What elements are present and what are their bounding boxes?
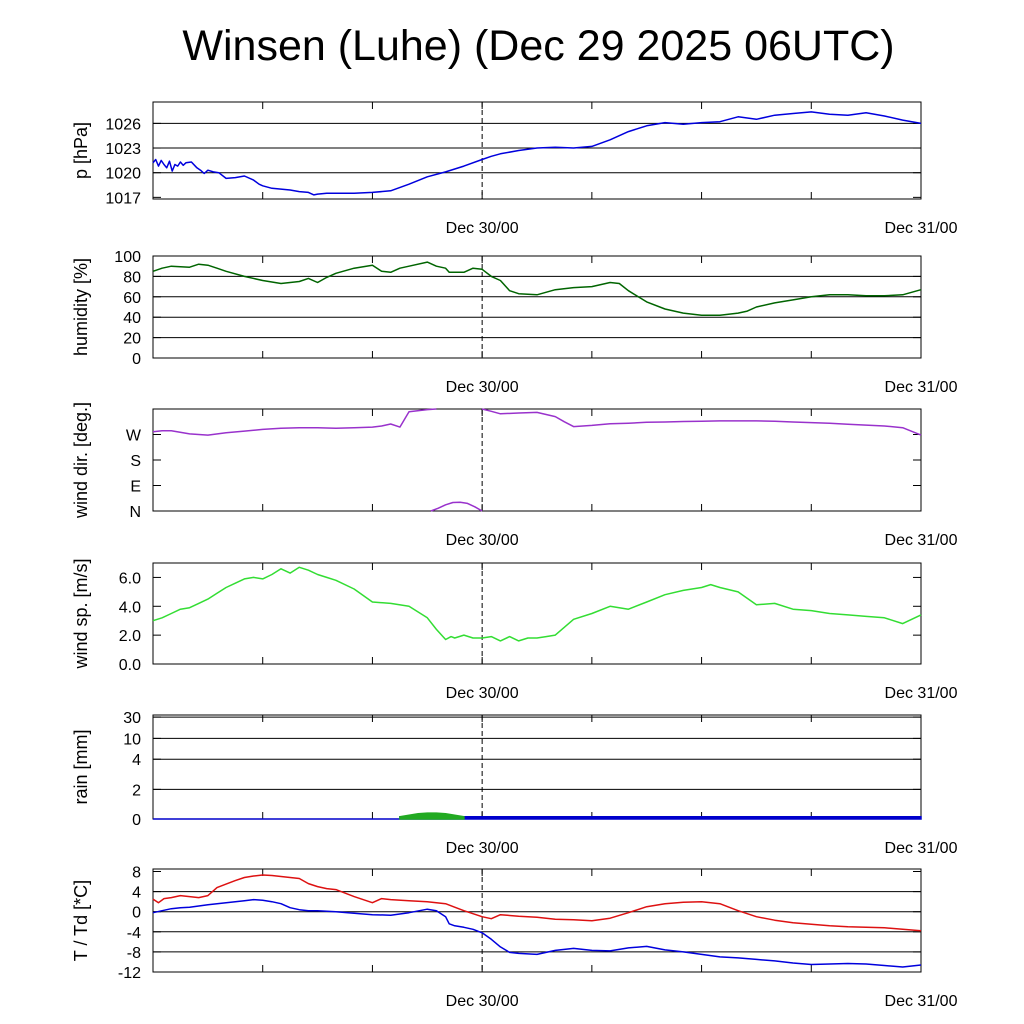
wind_direction-series-2 [481, 408, 922, 436]
pressure-xtick-label: Dec 30/00 [446, 220, 519, 237]
temperature-ytick-label: 8 [132, 865, 141, 882]
rain-ytick-label: 4 [132, 752, 141, 769]
wind_direction-xtick-label: Dec 31/00 [885, 532, 958, 549]
rain-ytick-label: 30 [123, 710, 141, 727]
wind_speed-ytick-label: 0.0 [119, 657, 141, 674]
humidity-xtick-label: Dec 30/00 [446, 379, 519, 396]
pressure-ytick-label: 1017 [105, 190, 141, 207]
temperature-series-1 [152, 898, 922, 968]
wind_speed-series-0 [152, 566, 922, 642]
pressure-series-0 [152, 111, 922, 196]
wind_direction-plot-frame [152, 408, 922, 512]
temperature-series-0 [152, 874, 922, 932]
temperature-ytick-label: -8 [127, 945, 141, 962]
wind_direction-xtick-label: Dec 30/00 [446, 532, 519, 549]
rain-series-1 [399, 812, 465, 820]
wind_speed-ytick-label: 4.0 [119, 599, 141, 616]
humidity-ytick-label: 0 [132, 351, 141, 368]
humidity-xtick-label: Dec 31/00 [885, 379, 958, 396]
pressure-xtick-label: Dec 31/00 [885, 220, 958, 237]
rain-xtick-label: Dec 31/00 [885, 840, 958, 857]
pressure-plot-frame [152, 101, 922, 200]
wind_speed-xtick-label: Dec 30/00 [446, 685, 519, 702]
temperature-ytick-label: 4 [132, 885, 141, 902]
wind_direction-ytick-label: N [129, 504, 141, 521]
temperature-panel: -12 -8 -4 0 4 8 T / Td [*C] Dec 30/00 Dec 31/00 [71, 865, 958, 1010]
pressure-ytick-label: 1026 [105, 116, 141, 133]
wind_speed-ytick-label: 2.0 [119, 628, 141, 645]
wind_speed-xtick-label: Dec 31/00 [885, 685, 958, 702]
pressure-ylabel: p [hPa] [71, 122, 91, 179]
wind_direction-ylabel: wind dir. [deg.] [71, 402, 91, 519]
temperature-ytick-label: -4 [127, 925, 141, 942]
wind_direction-series-1 [430, 501, 483, 512]
rain-ytick-label: 0 [132, 812, 141, 829]
wind_speed-ylabel: wind sp. [m/s] [71, 558, 91, 669]
humidity-ytick-label: 100 [114, 249, 141, 266]
humidity-plot-frame [152, 255, 922, 359]
pressure-ytick-label: 1023 [105, 141, 141, 158]
wind_direction-series-0 [152, 408, 437, 436]
wind_speed-ytick-label: 6.0 [119, 570, 141, 587]
rain-plot-frame [152, 714, 922, 820]
rain-xtick-label: Dec 30/00 [446, 840, 519, 857]
wind_direction-ytick-label: S [130, 453, 141, 470]
wind_speed-plot-frame [152, 562, 922, 665]
rain-ytick-label: 10 [123, 731, 141, 748]
rain-series-0 [153, 816, 922, 820]
wind_direction-ytick-label: E [130, 479, 141, 496]
temperature-plot-frame [152, 868, 922, 973]
rain-panel: 0 2 4 10 30 rain [mm] Dec 30/00 Dec 31/00 [71, 710, 958, 857]
pressure-panel: 1017 1020 1023 1026 p [hPa] Dec 30/00 Dec 31/0… [71, 101, 958, 237]
humidity-ytick-label: 40 [123, 310, 141, 327]
humidity-ylabel: humidity [%] [71, 258, 91, 356]
humidity-ytick-label: 80 [123, 269, 141, 286]
temperature-xtick-label: Dec 31/00 [885, 993, 958, 1010]
wind-speed-panel: 0.0 2.0 4.0 6.0 wind sp. [m/s] Dec 30/00 Dec 3… [71, 558, 958, 702]
rain-ytick-label: 2 [132, 782, 141, 799]
pressure-ytick-label: 1020 [105, 166, 141, 183]
wind_direction-ytick-label: W [126, 428, 142, 445]
rain-ylabel: rain [mm] [71, 729, 91, 804]
temperature-ylabel: T / Td [*C] [71, 880, 91, 961]
page-title: Winsen (Luhe) (Dec 29 2025 06UTC) [182, 22, 895, 70]
humidity-series-0 [152, 261, 922, 316]
temperature-ytick-label: 0 [132, 905, 141, 922]
humidity-panel: 0 20 40 60 80 100 humidity [%] Dec 30/00 Dec 31/… [71, 249, 958, 396]
humidity-ytick-label: 60 [123, 290, 141, 307]
humidity-ytick-label: 20 [123, 331, 141, 348]
temperature-xtick-label: Dec 30/00 [446, 993, 519, 1010]
temperature-ytick-label: -12 [118, 965, 141, 982]
